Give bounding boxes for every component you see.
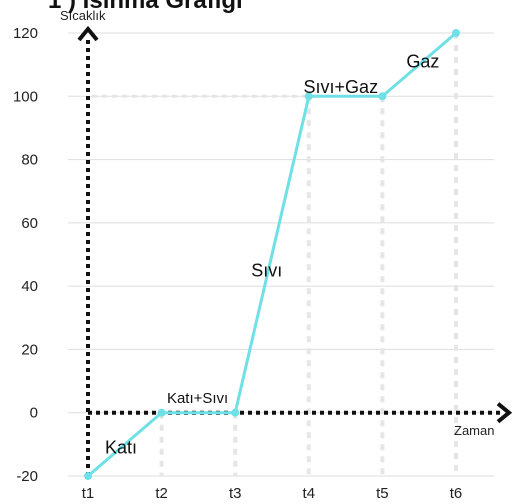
x-tick-label: t2: [155, 485, 168, 502]
guide-lines: [92, 33, 458, 476]
y-tick-label: 80: [21, 152, 38, 169]
annotation-label: Katı: [105, 438, 137, 458]
chart-title: 1 ) Isınma Grafiği: [48, 0, 243, 14]
grid-lines: [68, 32, 494, 477]
y-axis-label: Sıcaklık: [60, 8, 106, 23]
data-point: [304, 92, 313, 101]
series: [84, 29, 460, 480]
y-tick-label: 120: [13, 25, 38, 42]
data-point: [157, 408, 166, 417]
x-tick-label: t4: [303, 485, 316, 502]
x-tick-label: t5: [376, 485, 389, 502]
y-tick-labels: 120 100 80 60 40 20 0 -20: [13, 25, 38, 485]
y-tick-label: -20: [16, 468, 38, 485]
axes: [77, 25, 513, 476]
data-point: [452, 29, 460, 37]
x-tick-labels: t1 t2 t3 t4 t5 t6: [82, 485, 463, 502]
y-tick-label: 20: [21, 341, 38, 358]
x-axis-arrow: [496, 402, 513, 424]
y-axis-arrow: [77, 25, 99, 42]
annotation-label: Katı+Sıvı: [167, 390, 228, 407]
series-line: [87, 31, 457, 478]
y-tick-label: 60: [21, 215, 38, 232]
y-tick-label: 0: [30, 405, 38, 422]
annotation-label: Sıvı: [251, 260, 282, 280]
x-tick-label: t1: [82, 485, 95, 502]
x-axis-label: Zaman: [454, 423, 494, 438]
y-tick-label: 100: [13, 88, 38, 105]
y-tick-label: 40: [21, 278, 38, 295]
annotation-label: Sıvı+Gaz: [304, 77, 379, 97]
x-tick-label: t6: [450, 485, 463, 502]
x-tick-label: t3: [229, 485, 242, 502]
annotation-label: Gaz: [406, 51, 439, 71]
data-point: [84, 472, 92, 480]
data-point: [231, 408, 240, 417]
annotations: Katı Katı+Sıvı Sıvı Sıvı+Gaz Gaz: [105, 51, 439, 457]
data-point: [378, 92, 387, 101]
